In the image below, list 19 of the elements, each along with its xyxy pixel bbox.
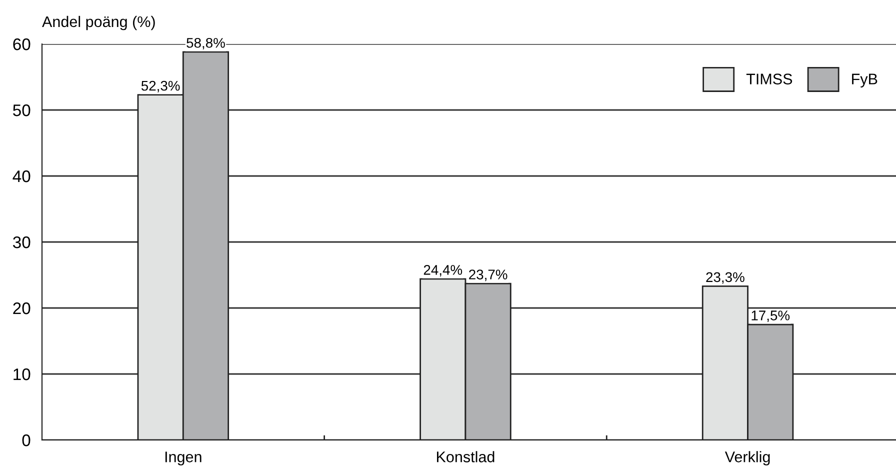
data-label: 23,3% [706,272,744,284]
data-label: 23,7% [469,270,508,282]
data-label: 24,4% [424,264,462,276]
y-tick-label: 30 [12,236,30,248]
x-tick-label: Ingen [165,452,202,466]
y-tick-label: 0 [22,434,30,446]
x-tick-label: Konstlad [437,451,494,462]
y-tick-label: 40 [12,170,30,182]
legend-label: TIMSS [746,74,792,84]
legend-label: FyB [852,74,878,88]
y-tick-label: 10 [14,368,30,380]
data-label: 58,8% [186,38,225,50]
y-tick-label: 50 [13,104,30,116]
y-tick-label: 20 [13,302,30,314]
y-tick-label: 60 [13,38,30,50]
data-label: 17,5% [752,310,790,322]
x-tick-label: Verklig [724,451,770,466]
y-axis-title: Andel poäng (%) [42,16,155,30]
data-label: 52,3% [141,80,180,92]
